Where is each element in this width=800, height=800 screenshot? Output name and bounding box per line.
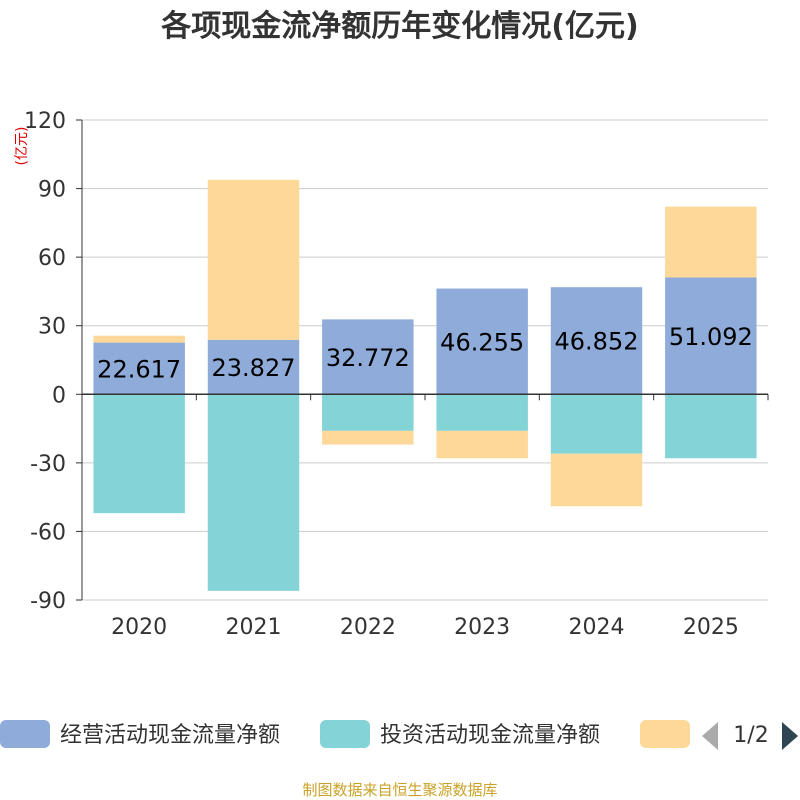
bar-series1-2024[interactable] (550, 287, 643, 395)
source-note: 制图数据来自恒生聚源数据库 (302, 781, 497, 799)
x-tick-label-2022: 2022 (340, 615, 396, 640)
legend: 经营活动现金流量净额 投资活动现金流量净额 1/2 (0, 720, 798, 750)
legend-swatch (640, 720, 690, 748)
legend-item-2[interactable]: 投资活动现金流量净额 (320, 720, 600, 748)
bar-series2-2024[interactable] (550, 394, 643, 454)
data-label-2021: 23.827 (212, 354, 296, 382)
legend-swatch (0, 720, 50, 748)
data-labels-layer: 22.617 23.827 32.772 46.255 46.852 51.092 (97, 323, 753, 384)
bar-series1-2021[interactable] (207, 339, 300, 395)
bar-series2-2022[interactable] (322, 394, 414, 431)
y-tick-label: 120 (24, 109, 66, 134)
y-axis-unit-label: (亿元) (14, 127, 30, 166)
y-tick-label: -30 (30, 452, 66, 477)
chart-title: 各项现金流净额历年变化情况(亿元) (160, 9, 638, 44)
x-tick-label-2020: 2020 (111, 615, 167, 640)
legend-item-1[interactable]: 经营活动现金流量净额 (0, 720, 280, 748)
x-tick-label-2023: 2023 (454, 615, 510, 640)
bar-series1-2020[interactable] (93, 342, 185, 395)
data-label-2023: 46.255 (440, 328, 524, 356)
y-tick-label: -60 (30, 520, 66, 545)
legend-pager-text: 1/2 (733, 723, 768, 748)
triangle-right-icon[interactable] (782, 722, 798, 750)
y-tick-label: 60 (38, 246, 66, 271)
x-tick-label-2025: 2025 (683, 615, 739, 640)
y-tick-label: 90 (38, 178, 66, 203)
data-label-2022: 32.772 (326, 344, 410, 372)
legend-item-3[interactable] (640, 720, 690, 748)
bar-series3-2022[interactable] (322, 430, 414, 445)
bar-series1-2025[interactable] (665, 277, 757, 395)
data-label-2025: 51.092 (669, 323, 753, 351)
legend-swatch (320, 720, 370, 748)
y-tick-label: 0 (52, 383, 66, 408)
bar-series2-2021[interactable] (207, 394, 300, 591)
bar-series2-2025[interactable] (665, 394, 757, 459)
y-tick-label: 30 (38, 315, 66, 340)
x-tick-label-2021: 2021 (226, 615, 282, 640)
bar-series3-2020[interactable] (93, 335, 185, 343)
bars-layer (93, 179, 757, 591)
triangle-left-icon[interactable] (702, 722, 718, 750)
bar-series2-2020[interactable] (93, 394, 185, 514)
bar-series3-2023[interactable] (436, 430, 528, 459)
x-tick-label-2024: 2024 (569, 615, 625, 640)
data-label-2024: 46.852 (555, 328, 639, 356)
y-tick-label: -90 (30, 589, 66, 614)
axes-layer: 120 90 60 30 0 -30 -60 -90 2020 2021 2022 2023 2024 2… (24, 109, 769, 640)
legend-label: 投资活动现金流量净额 (380, 723, 600, 748)
data-label-2020: 22.617 (97, 355, 181, 383)
legend-label: 经营活动现金流量净额 (60, 723, 280, 748)
bar-series3-2025[interactable] (665, 206, 757, 278)
bar-series1-2022[interactable] (322, 319, 414, 395)
bar-series1-2023[interactable] (436, 288, 528, 395)
bar-series3-2024[interactable] (550, 453, 643, 507)
bar-series3-2021[interactable] (207, 179, 300, 340)
bar-series2-2023[interactable] (436, 394, 528, 431)
